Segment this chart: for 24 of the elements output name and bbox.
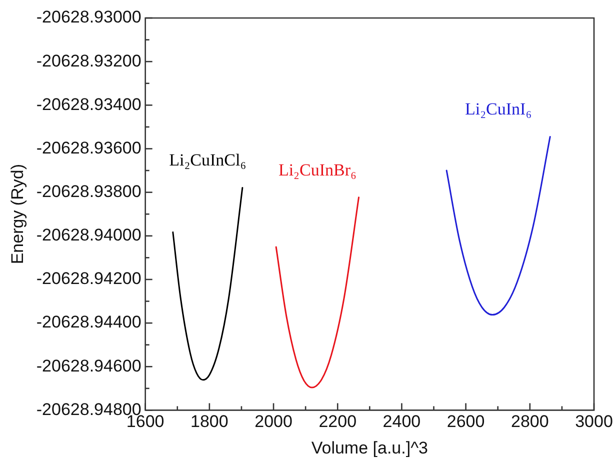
y-tick-label: -20628.93000 — [36, 8, 142, 27]
x-tick-label: 2800 — [510, 412, 549, 432]
x-tick-label: 2600 — [446, 412, 485, 432]
line-series — [446, 136, 551, 316]
y-tick-label: -20628.94200 — [36, 269, 142, 288]
y-tick-label: -20628.93400 — [36, 94, 142, 114]
series-label: Li₂CuInI₆ — [465, 100, 532, 119]
y-tick-label: -20628.93200 — [36, 51, 142, 70]
line-series — [275, 196, 360, 388]
x-tick-label: 2400 — [382, 412, 421, 432]
x-axis-title: Volume [a.u.]^3 — [311, 438, 428, 458]
series-label: Li₂CuInBr₆ — [278, 160, 356, 180]
y-tick-label: -20628.93800 — [36, 182, 142, 201]
y-tick-label: -20628.94600 — [36, 356, 142, 376]
line-series — [172, 186, 244, 381]
x-tick-label: 1800 — [190, 412, 228, 432]
y-tick-label: -20628.94000 — [36, 226, 142, 245]
y-tick-label: -20628.93600 — [36, 138, 142, 158]
x-tick-label: 3000 — [575, 412, 613, 432]
x-tick-label: 2000 — [254, 412, 292, 432]
series-label: Li₂CuInCl₆ — [169, 150, 246, 170]
y-tick-label: -20628.94400 — [36, 312, 142, 332]
x-tick-label: 2200 — [318, 412, 357, 432]
y-axis-title: Energy (Ryd) — [8, 164, 27, 264]
